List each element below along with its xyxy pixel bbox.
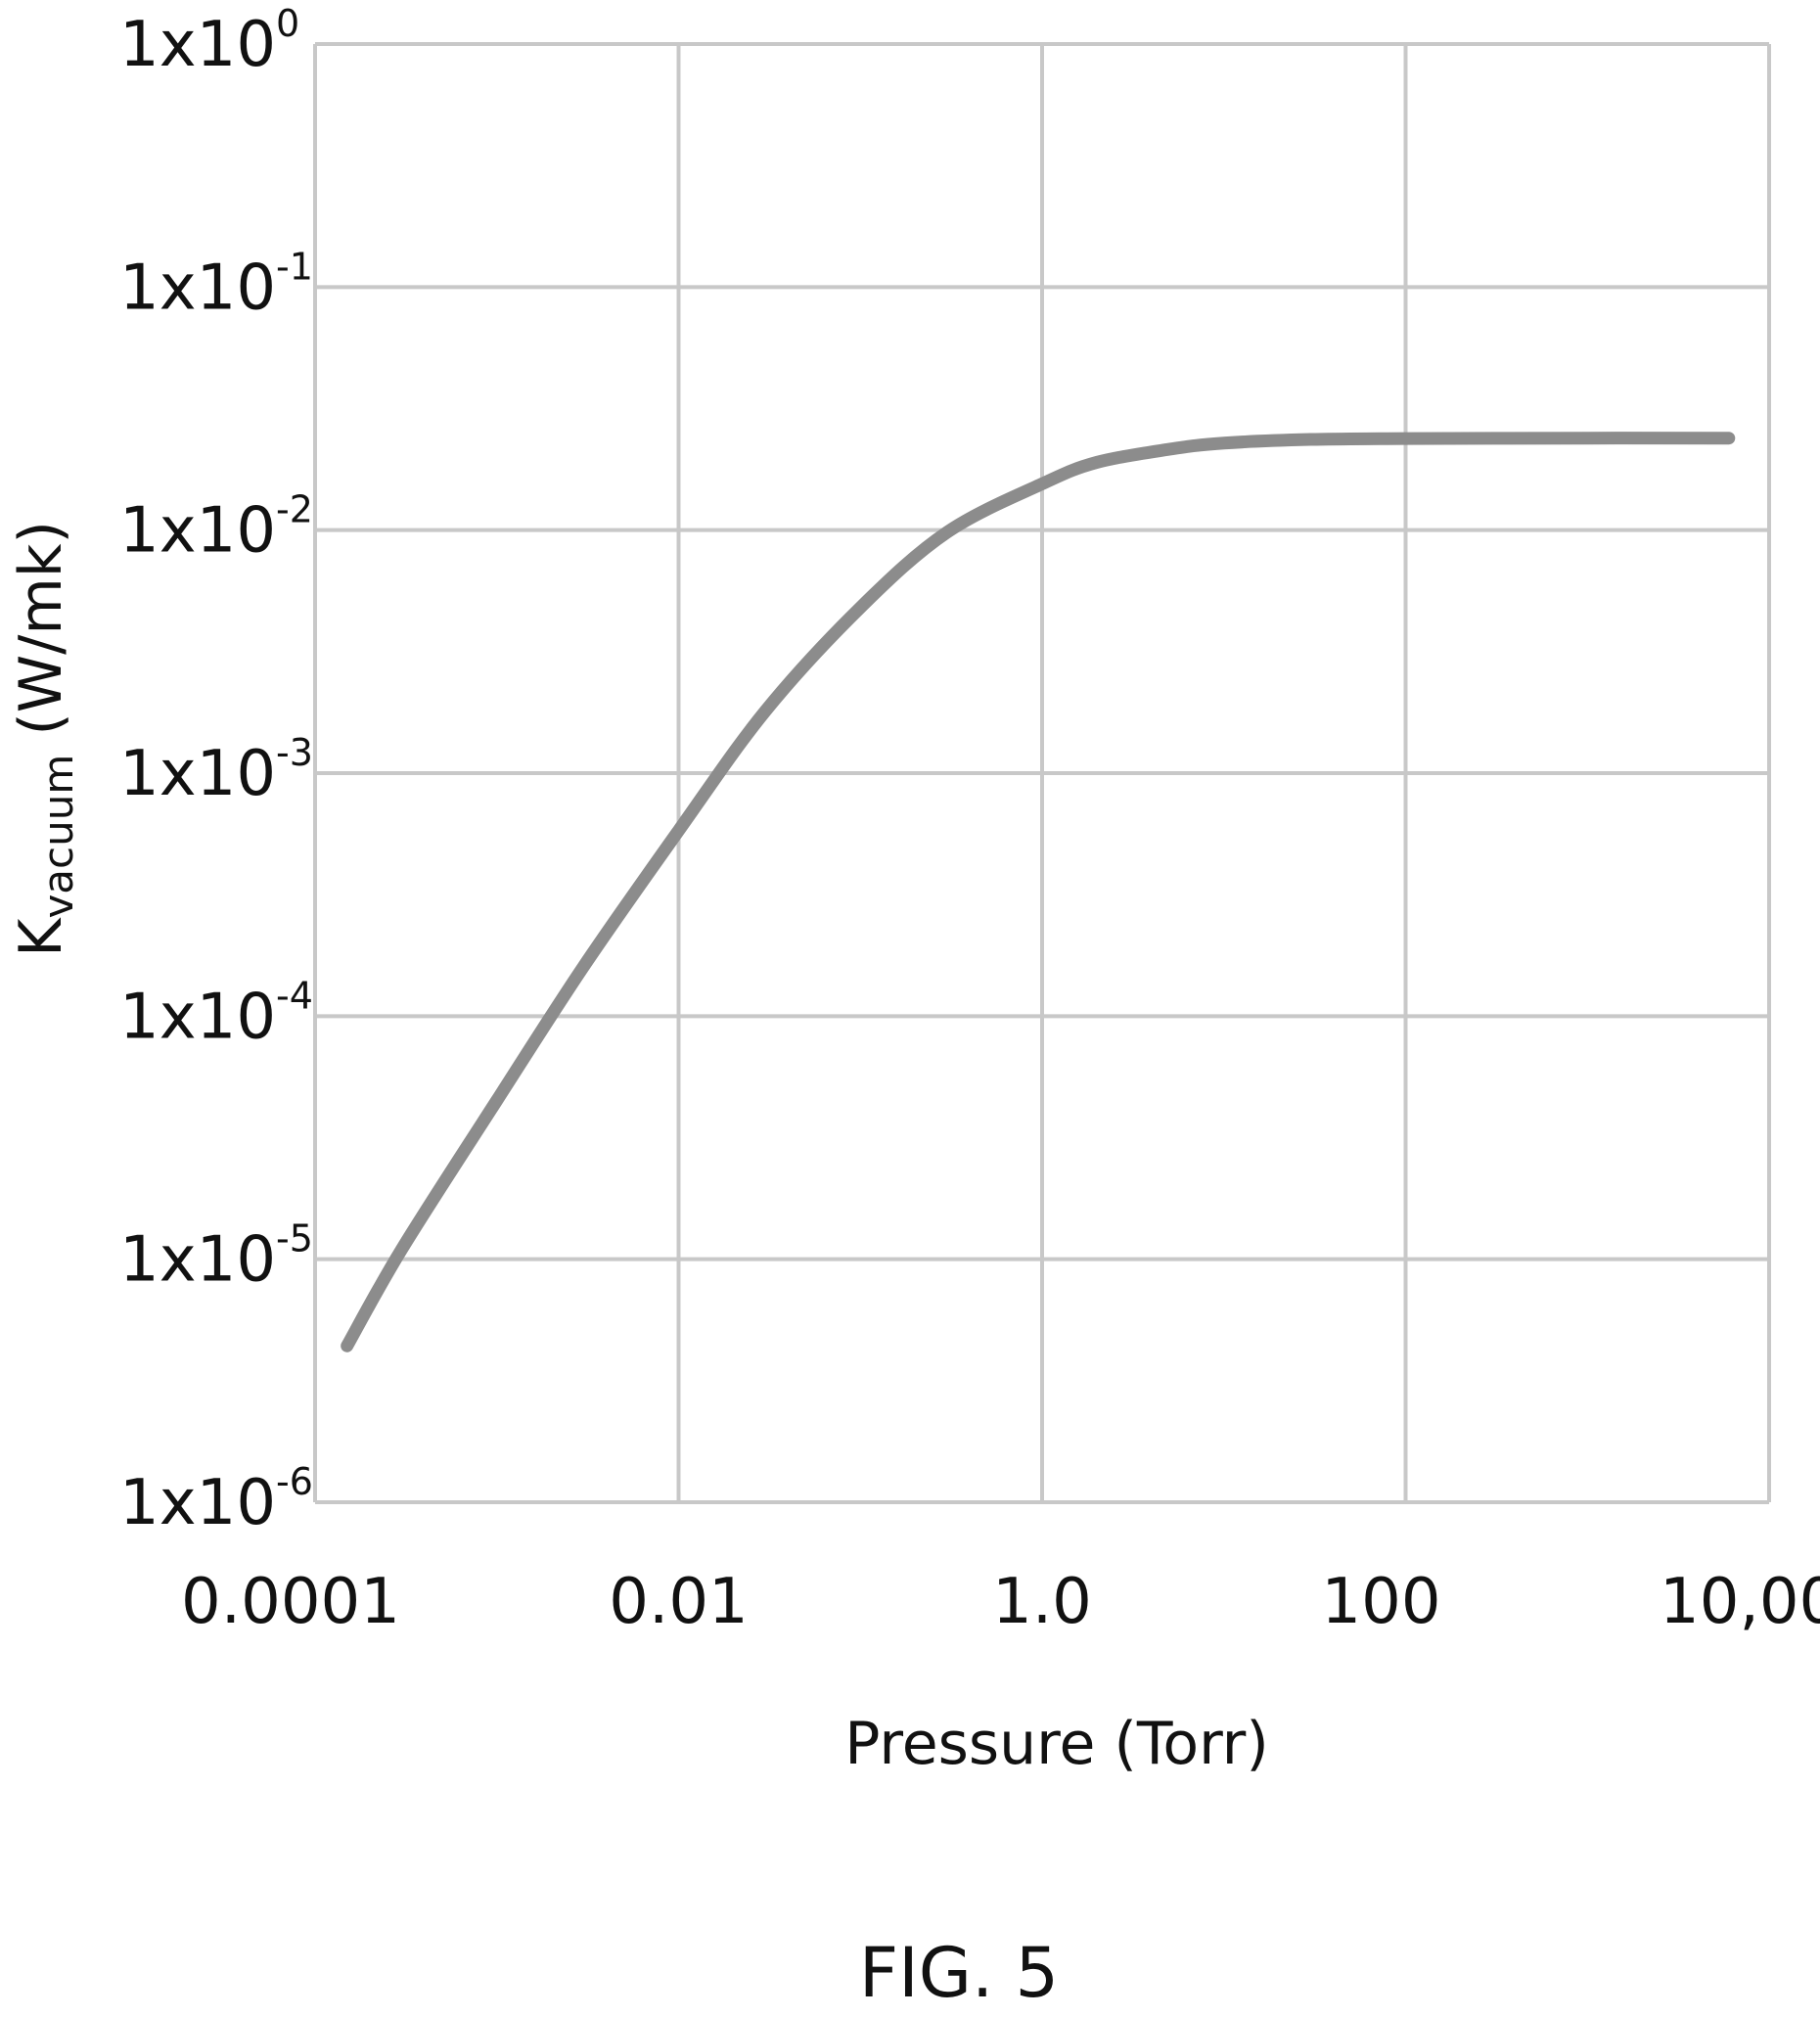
y-tick-base: 1x10 — [119, 981, 276, 1053]
y-tick-base: 1x10 — [119, 9, 276, 81]
y-axis-title-base: K — [7, 917, 75, 957]
y-tick-base: 1x10 — [119, 252, 276, 324]
y-tick-exponent: -3 — [276, 731, 313, 774]
series-line — [341, 432, 1736, 1352]
y-tick-exponent: -6 — [276, 1460, 313, 1503]
y-tick-base: 1x10 — [119, 1467, 276, 1539]
y-tick-label: 1x10-4 — [119, 974, 313, 1053]
x-tick-label: 0.0001 — [181, 1566, 400, 1638]
x-tick-label: 1.0 — [992, 1566, 1092, 1638]
x-tick-label: 100 — [1321, 1566, 1440, 1638]
y-axis-title-unit: (W/mk) — [7, 521, 75, 755]
y-tick-label: 1x10-5 — [119, 1217, 313, 1297]
y-tick-label: 1x10-2 — [119, 488, 313, 568]
grid-lines — [313, 42, 1771, 1504]
y-tick-exponent: -4 — [276, 974, 313, 1017]
y-tick-base: 1x10 — [119, 495, 276, 568]
y-tick-base: 1x10 — [119, 1224, 276, 1297]
figure-label: FIG. 5 — [859, 1933, 1059, 2013]
y-tick-exponent: -2 — [276, 488, 313, 531]
y-tick-base: 1x10 — [119, 738, 276, 810]
y-tick-label: 1x100 — [119, 2, 299, 81]
y-tick-labels: 1x1001x10-11x10-21x10-31x10-41x10-51x10-… — [119, 2, 313, 1539]
y-tick-exponent: -1 — [276, 245, 313, 288]
x-axis-title: Pressure (Torr) — [844, 1710, 1269, 1778]
x-tick-label: 10,000 — [1660, 1566, 1820, 1638]
y-axis-title: Kvacuum (W/mk) — [7, 521, 82, 957]
y-tick-exponent: 0 — [276, 2, 299, 45]
y-tick-exponent: -5 — [276, 1217, 313, 1261]
y-axis-title-subscript: vacuum — [34, 755, 82, 919]
x-tick-labels: 0.0001 0.01 1.0 100 10,000 — [181, 1566, 1820, 1638]
x-tick-label: 0.01 — [609, 1566, 749, 1638]
series-group — [341, 432, 1736, 1352]
y-tick-label: 1x10-6 — [119, 1460, 313, 1539]
y-tick-label: 1x10-1 — [119, 245, 313, 324]
y-tick-label: 1x10-3 — [119, 731, 313, 810]
